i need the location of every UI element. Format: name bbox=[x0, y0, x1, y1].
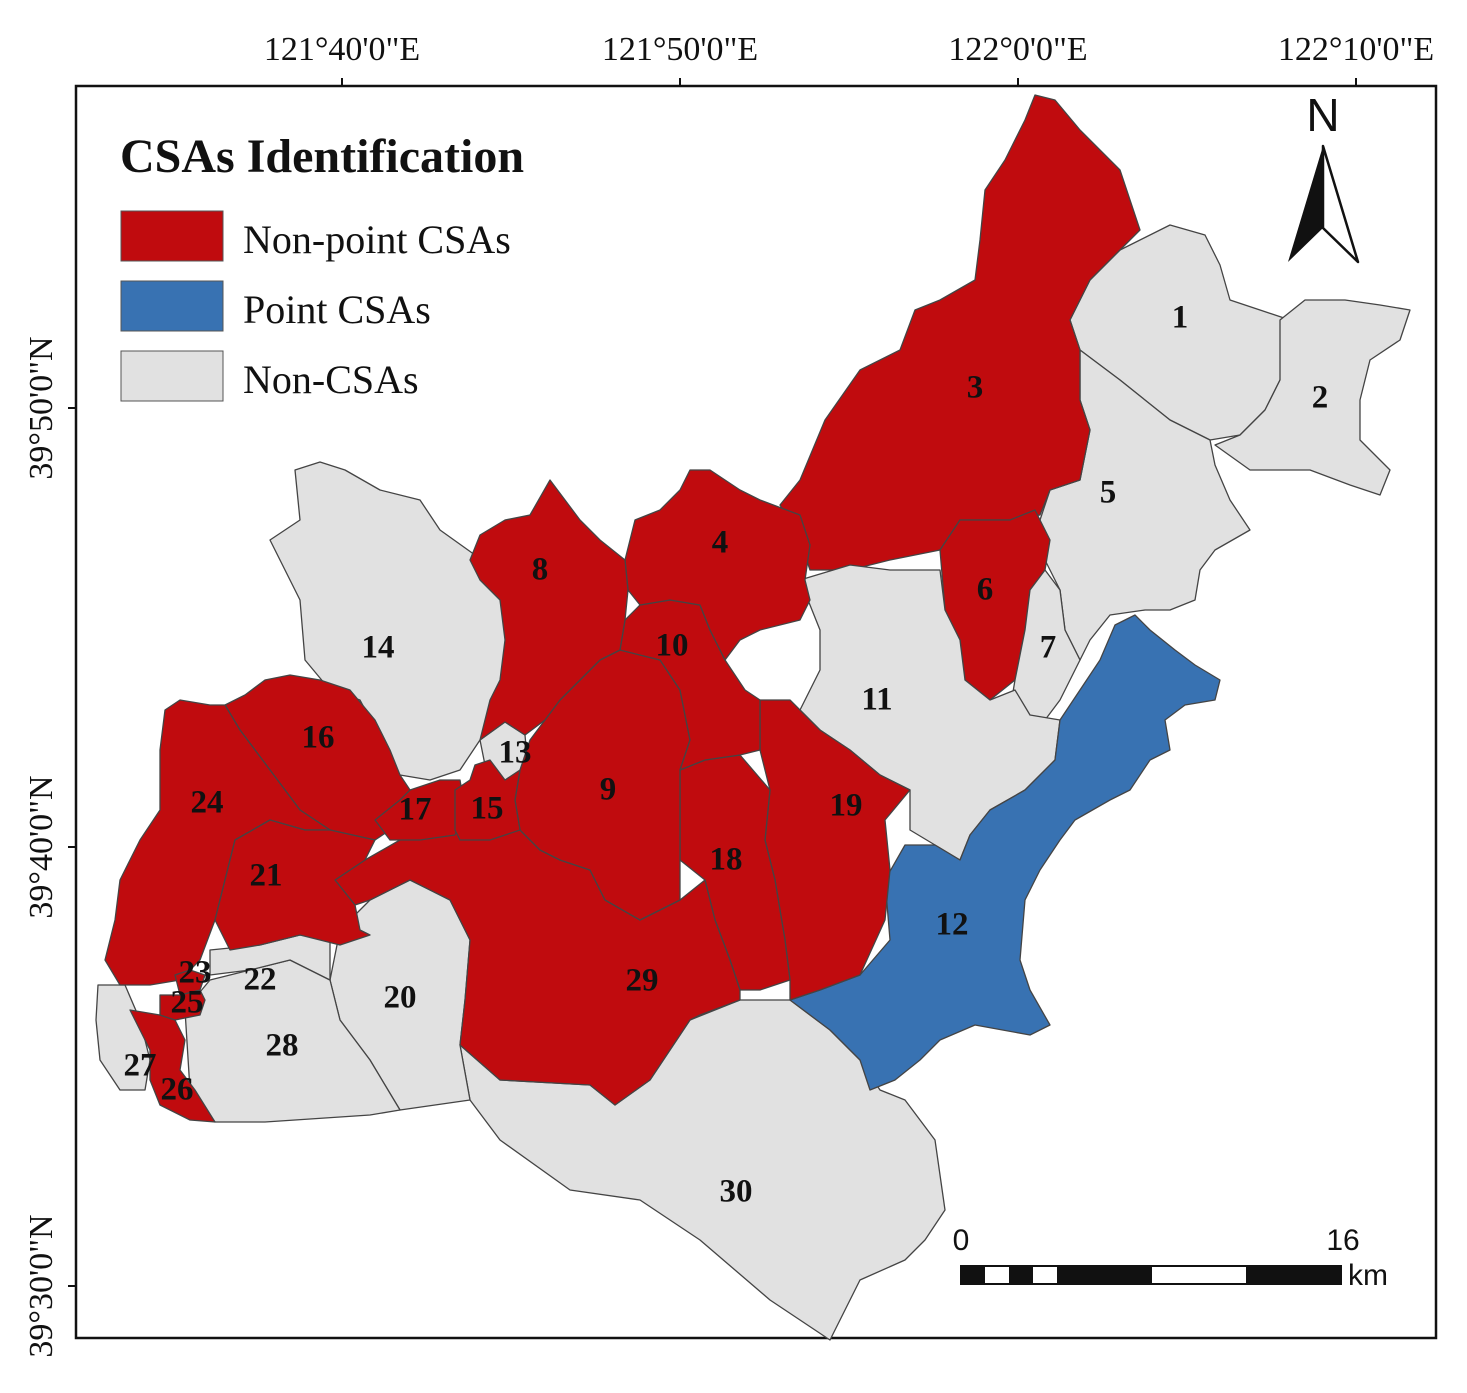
subbasin-3-polygon bbox=[779, 94, 1141, 571]
subbasin-14-label: 14 bbox=[362, 630, 395, 666]
subbasin-10-label: 10 bbox=[656, 628, 689, 664]
latitude-label-3: 39°30'0"N bbox=[23, 1214, 60, 1357]
subbasin-26-label: 26 bbox=[161, 1072, 194, 1108]
subbasin-labels: 1234567891011121314151617181920212223242… bbox=[124, 300, 1329, 1210]
graticule-ticks bbox=[68, 78, 1357, 1287]
legend-title: CSAs Identification bbox=[120, 130, 524, 183]
subbasin-18-label: 18 bbox=[710, 842, 743, 878]
subbasin-19-label: 19 bbox=[830, 788, 863, 824]
subbasin-7-label: 7 bbox=[1040, 630, 1057, 666]
scale-bar: 0 16 km bbox=[953, 1224, 1388, 1292]
subbasin-4-label: 4 bbox=[712, 525, 729, 561]
subbasin-23-label: 23 bbox=[179, 955, 212, 991]
north-arrow-icon: N bbox=[1288, 89, 1360, 264]
subbasin-25-label: 25 bbox=[171, 985, 204, 1021]
subbasin-17-label: 17 bbox=[399, 792, 432, 828]
subbasin-15-polygon bbox=[454, 759, 521, 841]
longitude-label-4: 122°10'0"E bbox=[1278, 31, 1434, 68]
subbasin-12-label: 12 bbox=[936, 907, 969, 943]
subbasin-8-label: 8 bbox=[532, 552, 549, 588]
subbasin-27-polygon bbox=[95, 984, 151, 1091]
subbasin-20-label: 20 bbox=[384, 980, 417, 1016]
subbasin-1-label: 1 bbox=[1172, 300, 1189, 336]
subbasin-23-polygon bbox=[174, 969, 206, 996]
legend-swatch-nonpoint bbox=[120, 210, 224, 262]
subbasin-9-label: 9 bbox=[600, 772, 617, 808]
subbasin-13-label: 13 bbox=[499, 735, 532, 771]
longitude-label-3: 122°0'0"E bbox=[948, 31, 1087, 68]
legend-label-point: Point CSAs bbox=[243, 287, 431, 332]
latitude-label-2: 39°40'0"N bbox=[23, 775, 60, 918]
legend-swatch-noncsa bbox=[120, 350, 224, 402]
subbasin-4-polygon bbox=[624, 469, 811, 661]
subbasin-2-label: 2 bbox=[1312, 380, 1329, 416]
subbasin-22-label: 22 bbox=[244, 962, 277, 998]
subbasin-2-polygon bbox=[1214, 299, 1411, 496]
subbasin-15-label: 15 bbox=[471, 791, 504, 827]
subbasin-8-polygon bbox=[469, 479, 629, 741]
subbasin-28-label: 28 bbox=[266, 1028, 299, 1064]
subbasin-polygons bbox=[95, 94, 1411, 1341]
subbasin-30-label: 30 bbox=[720, 1174, 753, 1210]
legend-swatch-point bbox=[120, 280, 224, 332]
subbasin-29-label: 29 bbox=[626, 963, 659, 999]
north-arrow-label: N bbox=[1306, 89, 1339, 141]
scale-bar-end: 16 bbox=[1326, 1224, 1359, 1257]
scale-bar-unit: km bbox=[1348, 1259, 1388, 1292]
subbasin-21-polygon bbox=[214, 819, 376, 951]
subbasin-24-label: 24 bbox=[191, 785, 224, 821]
subbasin-6-label: 6 bbox=[977, 572, 994, 608]
subbasin-11-label: 11 bbox=[861, 682, 892, 718]
subbasin-5-label: 5 bbox=[1100, 475, 1117, 511]
scale-bar-start: 0 bbox=[953, 1224, 970, 1257]
subbasin-27-label: 27 bbox=[124, 1048, 157, 1084]
subbasin-21-label: 21 bbox=[250, 858, 283, 894]
latitude-label-1: 39°50'0"N bbox=[23, 336, 60, 479]
subbasin-16-label: 16 bbox=[302, 720, 335, 756]
legend-label-nonpoint: Non-point CSAs bbox=[243, 217, 511, 262]
longitude-label-1: 121°40'0"E bbox=[264, 31, 420, 68]
subbasin-3-label: 3 bbox=[967, 370, 984, 406]
subbasin-7-polygon bbox=[1009, 569, 1081, 721]
legend-label-noncsa: Non-CSAs bbox=[243, 357, 419, 402]
longitude-label-2: 121°50'0"E bbox=[602, 31, 758, 68]
legend: CSAs Identification Non-point CSAs Point… bbox=[120, 130, 524, 402]
subbasin-12-polygon bbox=[789, 614, 1221, 1091]
